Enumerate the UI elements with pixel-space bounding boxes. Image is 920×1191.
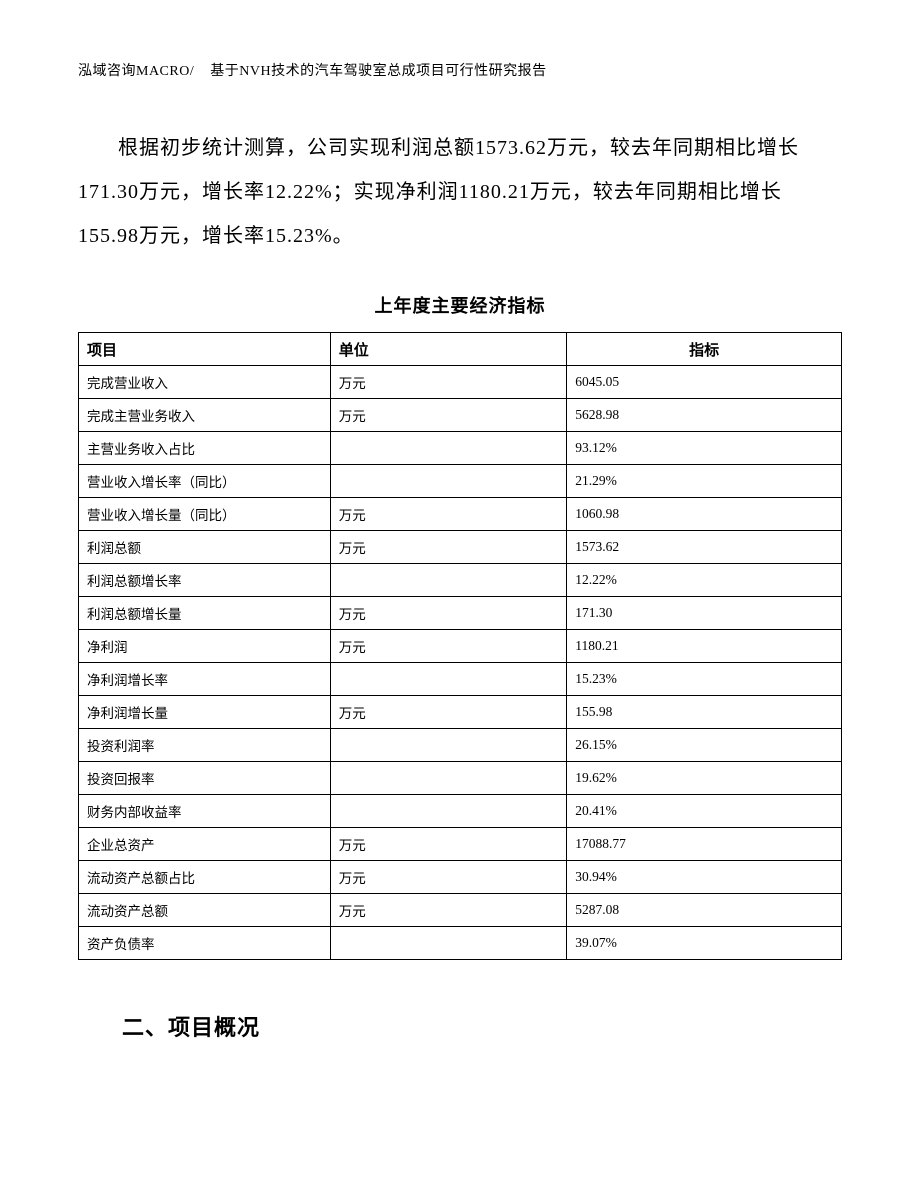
table-row: 完成营业收入万元6045.05: [79, 366, 842, 399]
cell-item: 利润总额增长量: [79, 597, 331, 630]
cell-value: 171.30: [567, 597, 842, 630]
table-row: 净利润增长量万元155.98: [79, 696, 842, 729]
cell-value: 12.22%: [567, 564, 842, 597]
cell-item: 完成主营业务收入: [79, 399, 331, 432]
cell-value: 21.29%: [567, 465, 842, 498]
table-row: 营业收入增长量（同比）万元1060.98: [79, 498, 842, 531]
cell-item: 财务内部收益率: [79, 795, 331, 828]
cell-value: 5287.08: [567, 894, 842, 927]
cell-unit: 万元: [330, 894, 567, 927]
col-header-value: 指标: [567, 333, 842, 366]
cell-item: 资产负债率: [79, 927, 331, 960]
cell-value: 30.94%: [567, 861, 842, 894]
table-row: 资产负债率 39.07%: [79, 927, 842, 960]
table-row: 流动资产总额占比万元30.94%: [79, 861, 842, 894]
table-row: 利润总额增长量万元171.30: [79, 597, 842, 630]
table-row: 企业总资产万元17088.77: [79, 828, 842, 861]
cell-value: 39.07%: [567, 927, 842, 960]
table-row: 利润总额增长率 12.22%: [79, 564, 842, 597]
col-header-unit: 单位: [330, 333, 567, 366]
cell-unit: 万元: [330, 861, 567, 894]
table-row: 完成主营业务收入万元5628.98: [79, 399, 842, 432]
table-row: 流动资产总额万元5287.08: [79, 894, 842, 927]
cell-unit: 万元: [330, 531, 567, 564]
table-row: 营业收入增长率（同比） 21.29%: [79, 465, 842, 498]
cell-unit: [330, 432, 567, 465]
cell-item: 营业收入增长率（同比）: [79, 465, 331, 498]
cell-unit: 万元: [330, 366, 567, 399]
cell-unit: [330, 795, 567, 828]
table-row: 投资回报率 19.62%: [79, 762, 842, 795]
header-doc-title: 基于NVH技术的汽车驾驶室总成项目可行性研究报告: [210, 64, 546, 79]
table-header-row: 项目 单位 指标: [79, 333, 842, 366]
table-row: 净利润增长率 15.23%: [79, 663, 842, 696]
cell-value: 5628.98: [567, 399, 842, 432]
cell-value: 19.62%: [567, 762, 842, 795]
cell-unit: 万元: [330, 630, 567, 663]
summary-paragraph: 根据初步统计测算，公司实现利润总额1573.62万元，较去年同期相比增长171.…: [78, 126, 842, 258]
cell-value: 1573.62: [567, 531, 842, 564]
cell-item: 净利润增长率: [79, 663, 331, 696]
cell-unit: [330, 465, 567, 498]
cell-item: 投资利润率: [79, 729, 331, 762]
cell-item: 企业总资产: [79, 828, 331, 861]
cell-item: 流动资产总额: [79, 894, 331, 927]
economic-indicators-table: 项目 单位 指标 完成营业收入万元6045.05完成主营业务收入万元5628.9…: [78, 332, 842, 960]
cell-unit: [330, 564, 567, 597]
cell-value: 15.23%: [567, 663, 842, 696]
cell-value: 26.15%: [567, 729, 842, 762]
page-header: 泓域咨询MACRO/ 基于NVH技术的汽车驾驶室总成项目可行性研究报告: [78, 60, 842, 80]
cell-item: 营业收入增长量（同比）: [79, 498, 331, 531]
table-row: 主营业务收入占比 93.12%: [79, 432, 842, 465]
section-heading: 二、项目概况: [78, 1010, 842, 1042]
cell-item: 投资回报率: [79, 762, 331, 795]
cell-item: 流动资产总额占比: [79, 861, 331, 894]
cell-item: 净利润增长量: [79, 696, 331, 729]
cell-unit: 万元: [330, 399, 567, 432]
cell-unit: 万元: [330, 696, 567, 729]
cell-item: 完成营业收入: [79, 366, 331, 399]
cell-unit: [330, 729, 567, 762]
cell-item: 主营业务收入占比: [79, 432, 331, 465]
cell-unit: 万元: [330, 828, 567, 861]
table-row: 财务内部收益率 20.41%: [79, 795, 842, 828]
cell-unit: [330, 762, 567, 795]
cell-unit: [330, 663, 567, 696]
cell-value: 155.98: [567, 696, 842, 729]
cell-item: 利润总额: [79, 531, 331, 564]
cell-value: 1060.98: [567, 498, 842, 531]
cell-unit: 万元: [330, 498, 567, 531]
header-company: 泓域咨询MACRO/: [78, 64, 194, 79]
cell-unit: [330, 927, 567, 960]
table-row: 利润总额万元1573.62: [79, 531, 842, 564]
document-page: 泓域咨询MACRO/ 基于NVH技术的汽车驾驶室总成项目可行性研究报告 根据初步…: [0, 0, 920, 1191]
cell-item: 净利润: [79, 630, 331, 663]
cell-value: 20.41%: [567, 795, 842, 828]
table-title: 上年度主要经济指标: [78, 292, 842, 318]
cell-value: 93.12%: [567, 432, 842, 465]
cell-value: 17088.77: [567, 828, 842, 861]
cell-item: 利润总额增长率: [79, 564, 331, 597]
table-row: 净利润万元1180.21: [79, 630, 842, 663]
col-header-item: 项目: [79, 333, 331, 366]
cell-value: 6045.05: [567, 366, 842, 399]
table-row: 投资利润率 26.15%: [79, 729, 842, 762]
cell-unit: 万元: [330, 597, 567, 630]
cell-value: 1180.21: [567, 630, 842, 663]
